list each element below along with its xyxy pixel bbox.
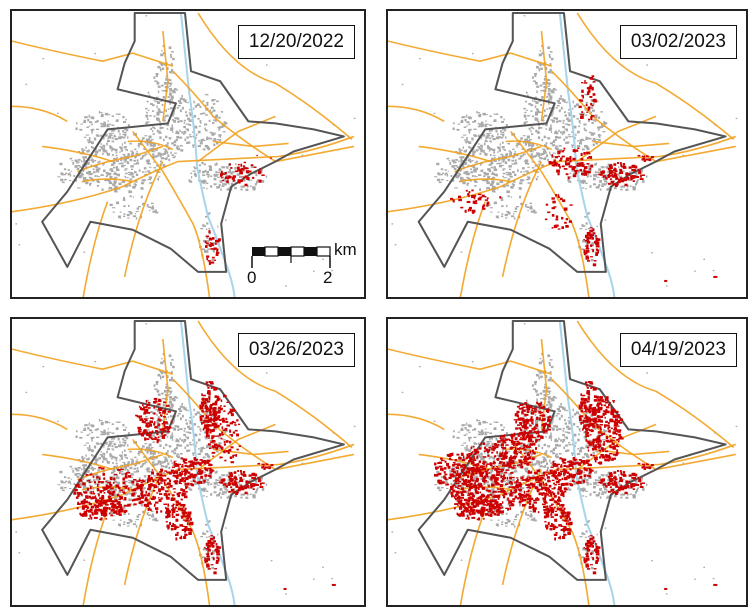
building-footprints <box>15 15 356 287</box>
date-label: 04/19/2023 <box>619 333 737 367</box>
map-panel-2: 03/02/2023 <box>386 9 748 299</box>
city-boundary <box>417 12 727 273</box>
scale-bar: km 0 2 <box>247 240 356 287</box>
road-network <box>388 12 737 297</box>
date-label: 03/26/2023 <box>237 333 355 367</box>
map-panel-4: 04/19/2023 <box>386 317 748 607</box>
map-panel-3: 03/26/2023 <box>10 317 366 607</box>
map-canvas <box>12 320 356 605</box>
city-boundary <box>417 320 727 581</box>
scale-start-label: 0 <box>247 268 256 287</box>
map-canvas <box>388 320 738 605</box>
map-canvas <box>12 12 356 297</box>
damage-areas <box>434 381 718 590</box>
map-canvas <box>388 12 738 297</box>
city-boundary <box>41 12 345 273</box>
road-network <box>12 12 355 297</box>
date-label: 12/20/2022 <box>237 25 355 59</box>
date-label: 03/02/2023 <box>619 25 737 59</box>
damage-areas <box>204 154 272 265</box>
city-boundary <box>41 320 345 581</box>
scale-end-label: 2 <box>323 268 332 287</box>
damage-areas <box>73 381 336 590</box>
scale-unit: km <box>334 240 356 259</box>
map-panel-1: 12/20/2022 km 0 2 <box>10 9 366 299</box>
damage-areas <box>449 75 718 282</box>
